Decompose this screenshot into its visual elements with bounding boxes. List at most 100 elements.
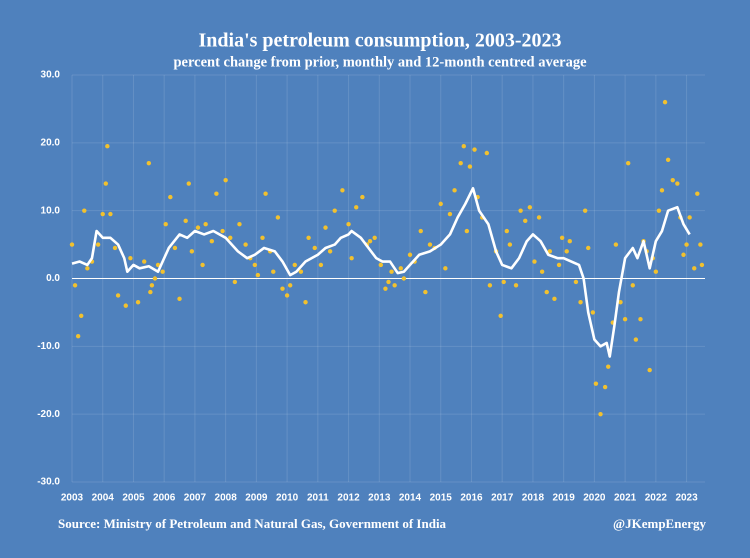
data-point [513, 283, 519, 288]
data-point [559, 235, 565, 240]
data-point [590, 310, 596, 315]
x-tick-label: 2016 [460, 493, 483, 504]
data-point [135, 300, 141, 305]
average-line [71, 186, 691, 358]
data-point [69, 242, 75, 247]
data-point [573, 279, 579, 285]
data-point [298, 269, 304, 274]
data-point [168, 194, 173, 200]
data-point [284, 293, 290, 298]
data-point [220, 228, 225, 234]
x-tick-label: 2003 [61, 493, 84, 504]
data-point [578, 300, 583, 305]
data-point [598, 411, 603, 417]
data-point [95, 242, 101, 247]
data-point [447, 211, 453, 217]
data-point [547, 249, 553, 254]
x-tick-label: 2006 [153, 493, 176, 504]
data-point [79, 313, 84, 319]
x-tick-label: 2007 [184, 493, 207, 504]
data-point [618, 300, 623, 305]
data-point [372, 235, 377, 240]
data-point [263, 191, 268, 196]
data-point [606, 364, 611, 369]
data-point [461, 144, 466, 149]
data-point [186, 181, 191, 186]
data-point [487, 283, 493, 288]
x-tick-label: 2019 [553, 493, 576, 504]
data-point [484, 150, 490, 156]
data-point [593, 381, 599, 386]
data-point [306, 235, 311, 240]
data-point [544, 289, 549, 295]
data-point [527, 205, 533, 210]
data-point [443, 266, 448, 271]
data-point [340, 188, 345, 193]
x-tick-label: 2011 [307, 493, 329, 504]
data-point [633, 337, 639, 342]
data-point [552, 296, 557, 302]
data-point [112, 245, 118, 251]
x-tick-label: 2020 [583, 493, 606, 504]
data-point [292, 262, 297, 268]
data-point [160, 269, 165, 274]
y-tick-label: 20.0 [41, 137, 61, 148]
data-point [653, 269, 659, 274]
data-point [498, 313, 503, 319]
data-point [523, 218, 528, 224]
data-point [72, 283, 78, 288]
data-point [539, 269, 545, 274]
x-tick-label: 2010 [276, 493, 299, 504]
data-point [243, 242, 248, 247]
data-point [280, 286, 285, 291]
credit: @JKempEnergy [613, 516, 706, 531]
data-point [602, 384, 608, 390]
data-point [504, 228, 510, 234]
x-tick-label: 2004 [92, 493, 115, 504]
data-point [622, 317, 628, 322]
data-point [195, 225, 201, 230]
data-point [638, 317, 643, 322]
data-point [418, 228, 423, 234]
data-point [438, 201, 443, 207]
data-point [567, 238, 572, 244]
x-tick-label: 2013 [368, 493, 391, 504]
data-point [647, 367, 652, 373]
data-point [670, 177, 675, 183]
data-point [223, 177, 228, 183]
data-point [556, 262, 562, 268]
data-point [564, 249, 569, 254]
data-point [659, 188, 665, 193]
data-point [152, 276, 158, 281]
data-point [695, 191, 700, 196]
data-point [346, 222, 351, 227]
x-tick-label: 2021 [614, 493, 637, 504]
y-tick-label: 30.0 [41, 70, 61, 81]
data-point [237, 222, 242, 227]
data-point [82, 208, 87, 213]
data-point [271, 269, 276, 274]
data-point [148, 289, 153, 295]
data-point [232, 279, 238, 285]
data-point [287, 283, 293, 288]
data-point [383, 286, 388, 291]
data-point [260, 235, 265, 240]
data-point [149, 283, 155, 288]
data-point [684, 242, 689, 247]
x-tick-label: 2012 [337, 493, 360, 504]
y-tick-label: 0.0 [46, 273, 60, 284]
data-point [518, 208, 523, 213]
data-point [662, 99, 668, 105]
source-note: Source: Ministry of Petroleum and Natura… [58, 516, 447, 531]
data-point [687, 215, 692, 220]
x-tick-label: 2018 [522, 493, 545, 504]
data-point [163, 222, 168, 227]
data-point [613, 242, 619, 247]
data-point [452, 188, 457, 193]
data-point [85, 266, 90, 271]
data-point [392, 283, 397, 288]
data-point [464, 228, 470, 234]
chart-title: India's petroleum consumption, 2003-2023 [198, 30, 561, 52]
data-point [349, 255, 354, 261]
data-point [692, 266, 697, 271]
